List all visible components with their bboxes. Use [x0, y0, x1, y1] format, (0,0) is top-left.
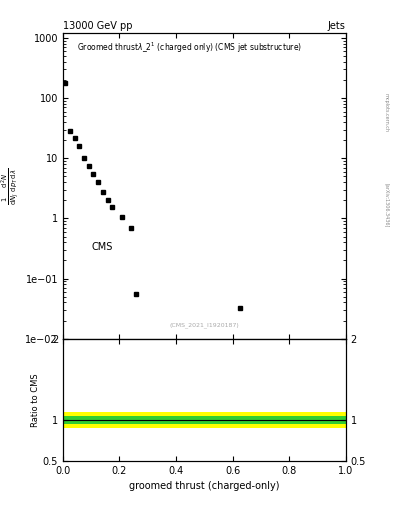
- Text: CMS: CMS: [91, 242, 112, 252]
- Text: Groomed thrust$\lambda$_2$^1$ (charged only) (CMS jet substructure): Groomed thrust$\lambda$_2$^1$ (charged o…: [77, 41, 302, 55]
- Text: (CMS_2021_I1920187): (CMS_2021_I1920187): [169, 322, 239, 328]
- Text: Jets: Jets: [328, 20, 346, 31]
- Y-axis label: $\frac{1}{\mathrm{d}N_J}\,\frac{\mathrm{d}^2N}{\mathrm{d}p_T\,\mathrm{d}\lambda}: $\frac{1}{\mathrm{d}N_J}\,\frac{\mathrm{…: [0, 167, 21, 204]
- Bar: [63, 412, 346, 428]
- Y-axis label: Ratio to CMS: Ratio to CMS: [31, 373, 40, 426]
- Bar: [63, 416, 346, 424]
- Text: [arXiv:1306.3436]: [arXiv:1306.3436]: [385, 183, 389, 227]
- X-axis label: groomed thrust (charged-only): groomed thrust (charged-only): [129, 481, 279, 491]
- Text: 13000 GeV pp: 13000 GeV pp: [63, 20, 132, 31]
- Text: mcplots.cern.ch: mcplots.cern.ch: [384, 93, 389, 132]
